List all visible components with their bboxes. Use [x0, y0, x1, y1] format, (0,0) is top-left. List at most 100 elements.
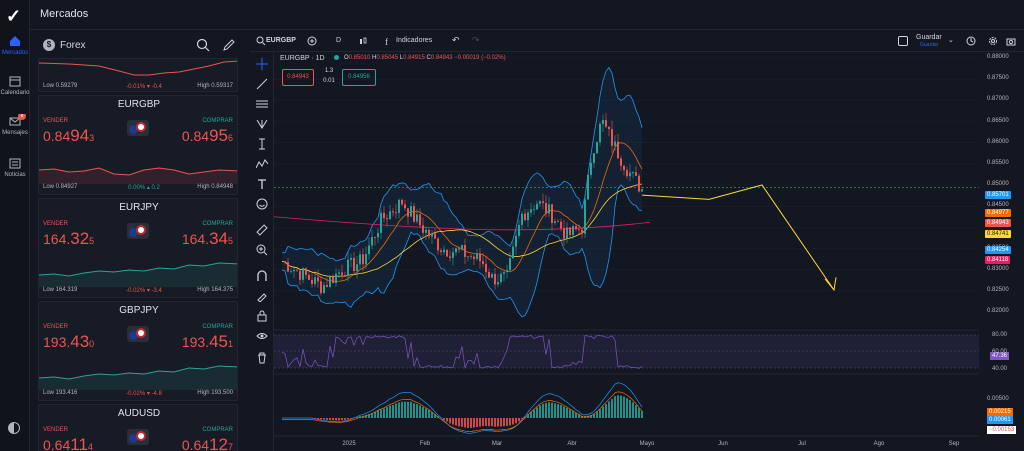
- dollar-icon: $: [43, 39, 55, 51]
- eye-icon[interactable]: [256, 330, 268, 342]
- pitchfork-icon[interactable]: [256, 118, 268, 130]
- sell-price[interactable]: 0.64114: [43, 435, 93, 451]
- symbol-name: AUDUSD: [117, 408, 161, 419]
- search-icon[interactable]: [196, 38, 210, 52]
- buy-label: COMPRAR: [202, 427, 233, 433]
- chevron-down-icon[interactable]: ⌄: [948, 37, 954, 44]
- lock-icon[interactable]: [256, 310, 268, 322]
- candle-body: [536, 203, 538, 210]
- price-tag: 0.84977: [985, 209, 1011, 217]
- indicators-button[interactable]: Indicadores: [396, 37, 433, 44]
- macd-bar: [572, 410, 574, 418]
- undo-icon[interactable]: ↶: [452, 35, 460, 45]
- candle-body: [386, 218, 388, 220]
- candle-body: [311, 279, 313, 284]
- camera-icon[interactable]: [1006, 36, 1016, 46]
- macd-bar: [392, 404, 394, 418]
- macd-bar: [536, 407, 538, 418]
- text-icon[interactable]: [256, 178, 268, 190]
- bollinger-upper: [281, 66, 643, 262]
- mail-icon: [9, 117, 21, 126]
- candle-body: [410, 206, 412, 217]
- trash-icon[interactable]: [256, 352, 268, 364]
- buy-price[interactable]: 0.84956: [181, 126, 233, 145]
- theme-toggle-icon[interactable]: [8, 422, 20, 434]
- spread-value: 1.3: [324, 68, 334, 74]
- text-cursor-icon[interactable]: [256, 138, 268, 150]
- time-tick: Jul: [798, 441, 806, 447]
- buy-price[interactable]: 193.451: [181, 332, 233, 351]
- market-card-partial[interactable]: Low 0.59279 -0.01% ▾ -0.4 High 0.59317: [38, 58, 238, 92]
- time-tick: Jun: [718, 441, 728, 447]
- nav-item-mercados[interactable]: Mercados: [0, 34, 30, 56]
- interval-button[interactable]: D: [336, 37, 342, 44]
- search-icon[interactable]: [256, 36, 266, 46]
- market-card-eurjpy[interactable]: EURJPY VENDER COMPRAR 164.325 164.345 Lo…: [38, 198, 238, 298]
- candle-body: [497, 282, 499, 285]
- svg-text:f: f: [385, 37, 388, 46]
- buy-button[interactable]: 0.84956: [342, 69, 376, 86]
- macd-bar: [416, 404, 418, 418]
- candle-body: [617, 141, 619, 159]
- chart-canvas[interactable]: EURGBP · 1D O0.85010 H0.85045 L0.84915 C…: [273, 52, 1024, 451]
- macd-bar: [341, 418, 343, 421]
- low-value: Low 0.59279: [43, 83, 78, 89]
- chart-symbol[interactable]: EURGBP: [266, 37, 296, 44]
- macd-bar: [578, 413, 580, 418]
- macd-bar: [485, 418, 487, 427]
- price-chart[interactable]: [273, 52, 1024, 451]
- market-panel: $ Forex Low 0.59279 -0.01% ▾ -0.4 High 0…: [36, 30, 242, 451]
- save-sublabel: Guardar: [920, 42, 939, 48]
- gear-icon[interactable]: [988, 36, 998, 46]
- sell-price[interactable]: 0.84943: [43, 126, 95, 145]
- currency-pair-flag-icon: [127, 223, 149, 239]
- price-tick: 0.87500: [987, 75, 1009, 82]
- candle-body: [422, 225, 424, 233]
- price-tag: 0.84943: [985, 219, 1011, 227]
- horizontal-lines-icon[interactable]: [256, 98, 268, 110]
- nav-item-calendario[interactable]: Calendario: [0, 74, 30, 96]
- candle-body: [380, 212, 382, 233]
- market-card-audusd[interactable]: AUDUSD VENDER COMPRAR 0.64114 0.64127: [38, 404, 238, 451]
- buy-label: COMPRAR: [202, 221, 233, 227]
- buy-price[interactable]: 164.345: [181, 229, 233, 248]
- macd-bar: [635, 405, 637, 418]
- candle-body: [488, 271, 490, 278]
- market-category[interactable]: Forex: [60, 40, 86, 51]
- sell-price[interactable]: 164.325: [43, 229, 95, 248]
- buy-price[interactable]: 0.64127: [181, 435, 233, 451]
- ruler-icon[interactable]: [256, 224, 268, 236]
- nav-item-noticias[interactable]: Noticias: [0, 156, 30, 178]
- nav-label: Mercados: [1, 50, 29, 56]
- save-button[interactable]: Guardar: [916, 34, 942, 41]
- symbol-name: EURGBP: [117, 99, 161, 110]
- zoom-in-icon[interactable]: [256, 244, 268, 256]
- candles-icon[interactable]: [358, 36, 368, 46]
- nav-label: Noticias: [4, 172, 26, 178]
- redo-icon[interactable]: ↷: [472, 35, 480, 45]
- layout-icon[interactable]: [898, 36, 908, 46]
- candle-body: [320, 281, 322, 294]
- sell-button[interactable]: 0.84943: [282, 69, 314, 86]
- sparkline: [39, 167, 237, 184]
- trendline-icon[interactable]: [256, 78, 268, 90]
- macd-bar: [638, 408, 640, 418]
- nav-item-mensajes[interactable]: 8 Mensajes: [0, 114, 30, 136]
- crosshair-icon[interactable]: [256, 58, 268, 70]
- indicators-icon[interactable]: f: [384, 36, 394, 46]
- sell-price[interactable]: 193.430: [43, 332, 95, 351]
- high-value: High 164.375: [197, 287, 233, 293]
- alert-icon[interactable]: [966, 36, 976, 46]
- macd-bar: [470, 418, 472, 428]
- add-symbol-icon[interactable]: [307, 36, 317, 46]
- magnet-icon[interactable]: [256, 270, 268, 282]
- brand-logo: ✓: [6, 6, 22, 26]
- edit-icon[interactable]: [222, 38, 236, 52]
- market-card-eurgbp[interactable]: EURGBP VENDER COMPRAR 0.84943 0.84956 Lo…: [38, 95, 238, 195]
- lock-drawing-icon[interactable]: [256, 290, 268, 302]
- macd-bar: [620, 395, 622, 418]
- pattern-icon[interactable]: [256, 158, 268, 170]
- lot-size[interactable]: 0.01: [323, 78, 335, 84]
- emoji-icon[interactable]: [256, 198, 268, 210]
- market-card-gbpjpy[interactable]: GBPJPY VENDER COMPRAR 193.430 193.451 Lo…: [38, 301, 238, 401]
